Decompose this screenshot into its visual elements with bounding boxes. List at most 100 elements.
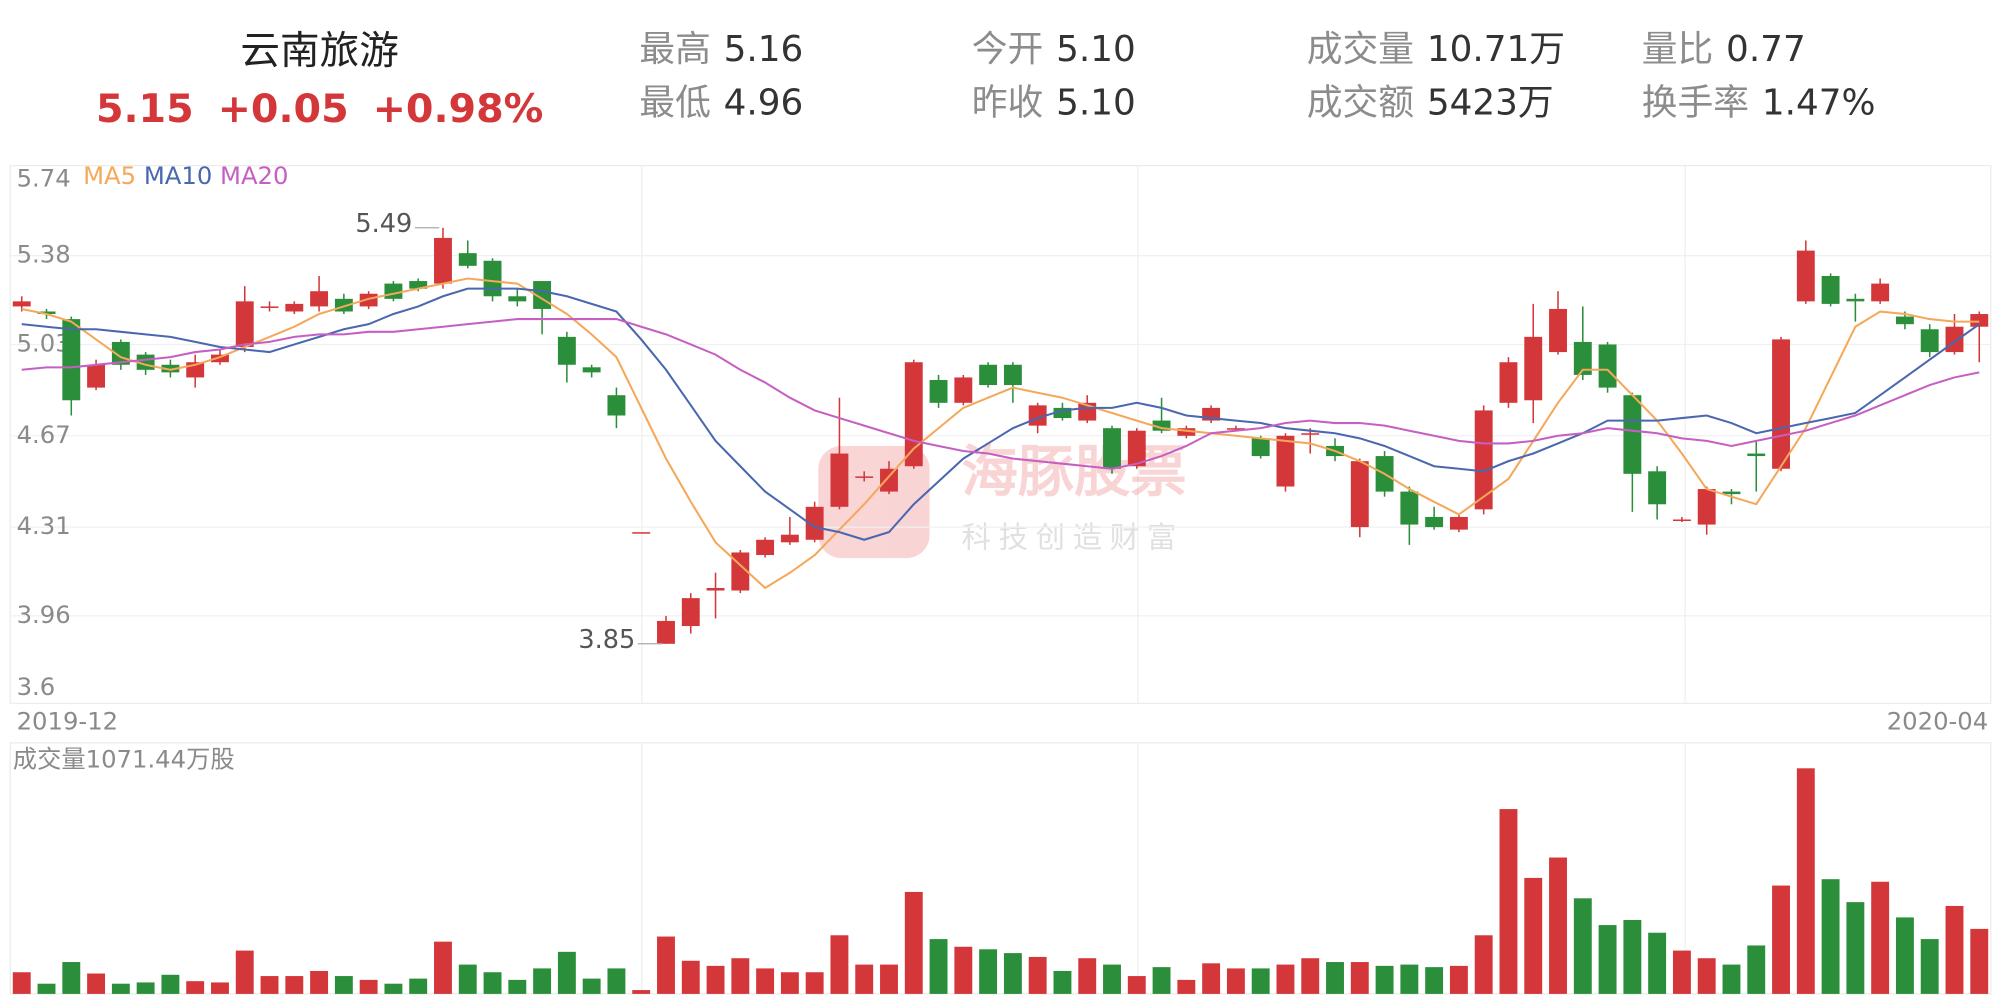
candle-body — [880, 468, 898, 492]
volume-bar — [582, 978, 601, 994]
candle-body — [1400, 491, 1419, 525]
volume-bar — [1672, 950, 1691, 994]
candle-body — [1970, 314, 1989, 327]
volume-bar — [136, 982, 155, 994]
candle-body — [1053, 407, 1072, 419]
candle-body — [1573, 341, 1592, 375]
stat-value: 0.77 — [1726, 29, 1806, 70]
volume-bar — [1226, 968, 1245, 994]
candle-body — [929, 379, 948, 403]
candle-body — [1772, 339, 1790, 469]
candle-body — [904, 362, 923, 467]
price-change: +0.05 — [218, 85, 349, 131]
volume-bar — [1821, 879, 1840, 994]
stat-value: 5423万 — [1427, 83, 1554, 124]
watermark-slogan: 科技创造财富 — [962, 521, 1184, 555]
volume-bar — [1127, 976, 1146, 994]
volume-bar — [1871, 881, 1890, 994]
stat: 成交量 10.71万 — [1307, 29, 1565, 70]
candle-body — [756, 539, 775, 556]
volume-bar — [681, 960, 700, 994]
volume-bar — [1573, 898, 1592, 994]
volume-bar — [62, 962, 81, 994]
candle-body — [37, 311, 56, 315]
candle-body — [1350, 461, 1369, 528]
candle-body — [1152, 420, 1171, 431]
watermark-title: 海豚股票 — [962, 440, 1187, 505]
candle-body — [1796, 250, 1815, 302]
stat-label: 量比 — [1642, 29, 1714, 70]
volume-bar — [1796, 768, 1815, 994]
volume-bar — [880, 964, 898, 994]
stat-label: 最高 — [639, 29, 711, 70]
candle-body — [62, 319, 81, 401]
candle-body — [954, 377, 973, 403]
ma-line — [21, 277, 1980, 590]
volume-bar — [1276, 964, 1295, 994]
candle-body — [260, 306, 279, 308]
volume-bar — [1177, 979, 1196, 994]
candle-body — [1920, 329, 1939, 353]
candle-body — [211, 354, 229, 363]
volume-bar — [830, 935, 849, 994]
volume-bar — [1449, 965, 1468, 994]
volume-bar — [384, 983, 403, 994]
volume-bar — [285, 976, 304, 994]
volume-bar — [632, 990, 651, 994]
volume-bar — [1648, 932, 1667, 994]
candle-body — [1499, 362, 1518, 403]
candle-body — [483, 260, 502, 297]
candle-body — [1945, 326, 1964, 353]
candle-body — [557, 336, 576, 365]
annotation-label: 3.85 — [578, 625, 635, 655]
volume-bar — [1028, 956, 1047, 994]
volume-bar — [186, 981, 205, 994]
volume-bar — [979, 949, 998, 994]
x-tick-label: 2020-04 — [1887, 707, 1989, 736]
candle-body — [805, 506, 824, 540]
volume-bar — [1772, 885, 1790, 994]
price-frame — [9, 165, 1992, 705]
volume-bar — [607, 968, 626, 994]
candle-body — [1672, 519, 1691, 522]
candle-body — [1474, 410, 1493, 510]
volume-bar — [1970, 928, 1989, 994]
price-change-pct: +0.98% — [373, 85, 544, 131]
volume-bar — [1152, 967, 1171, 994]
stat-label: 今开 — [972, 29, 1044, 70]
volume-bar — [235, 950, 254, 994]
volume-bar — [334, 976, 353, 994]
volume-bar — [161, 974, 180, 994]
volume-bar — [1326, 962, 1344, 994]
volume-bar — [483, 972, 502, 994]
volume-bar — [1920, 939, 1939, 994]
stat-label: 最低 — [639, 83, 711, 124]
y-tick-label: 4.31 — [17, 511, 71, 540]
volume-bar — [359, 979, 378, 994]
volume-bar — [1003, 953, 1022, 994]
stock-name: 云南旅游 — [240, 28, 398, 74]
y-tick-label: 5.38 — [17, 240, 71, 269]
candle-body — [1648, 471, 1667, 505]
price: 5.15 — [96, 85, 194, 131]
candle-body — [979, 364, 998, 386]
volume-bar — [1301, 958, 1320, 994]
volume-bar — [1078, 958, 1097, 994]
annotation-label: 5.49 — [355, 209, 412, 239]
volume-bar — [1549, 857, 1567, 994]
stat-value: 5.16 — [724, 29, 804, 70]
volume-bar — [1375, 965, 1394, 994]
candle-body — [1598, 344, 1617, 388]
candle-body — [681, 598, 700, 627]
volume-bar — [1474, 935, 1493, 994]
candle-body — [1846, 298, 1865, 302]
volume-bar — [434, 941, 452, 994]
legend-entry: MA10 — [144, 161, 212, 190]
y-tick-label: 5.03 — [17, 328, 71, 357]
volume-bar — [1598, 925, 1617, 994]
candle-body — [434, 237, 452, 284]
volume-bar — [929, 939, 948, 994]
stat-label: 换手率 — [1642, 83, 1749, 124]
